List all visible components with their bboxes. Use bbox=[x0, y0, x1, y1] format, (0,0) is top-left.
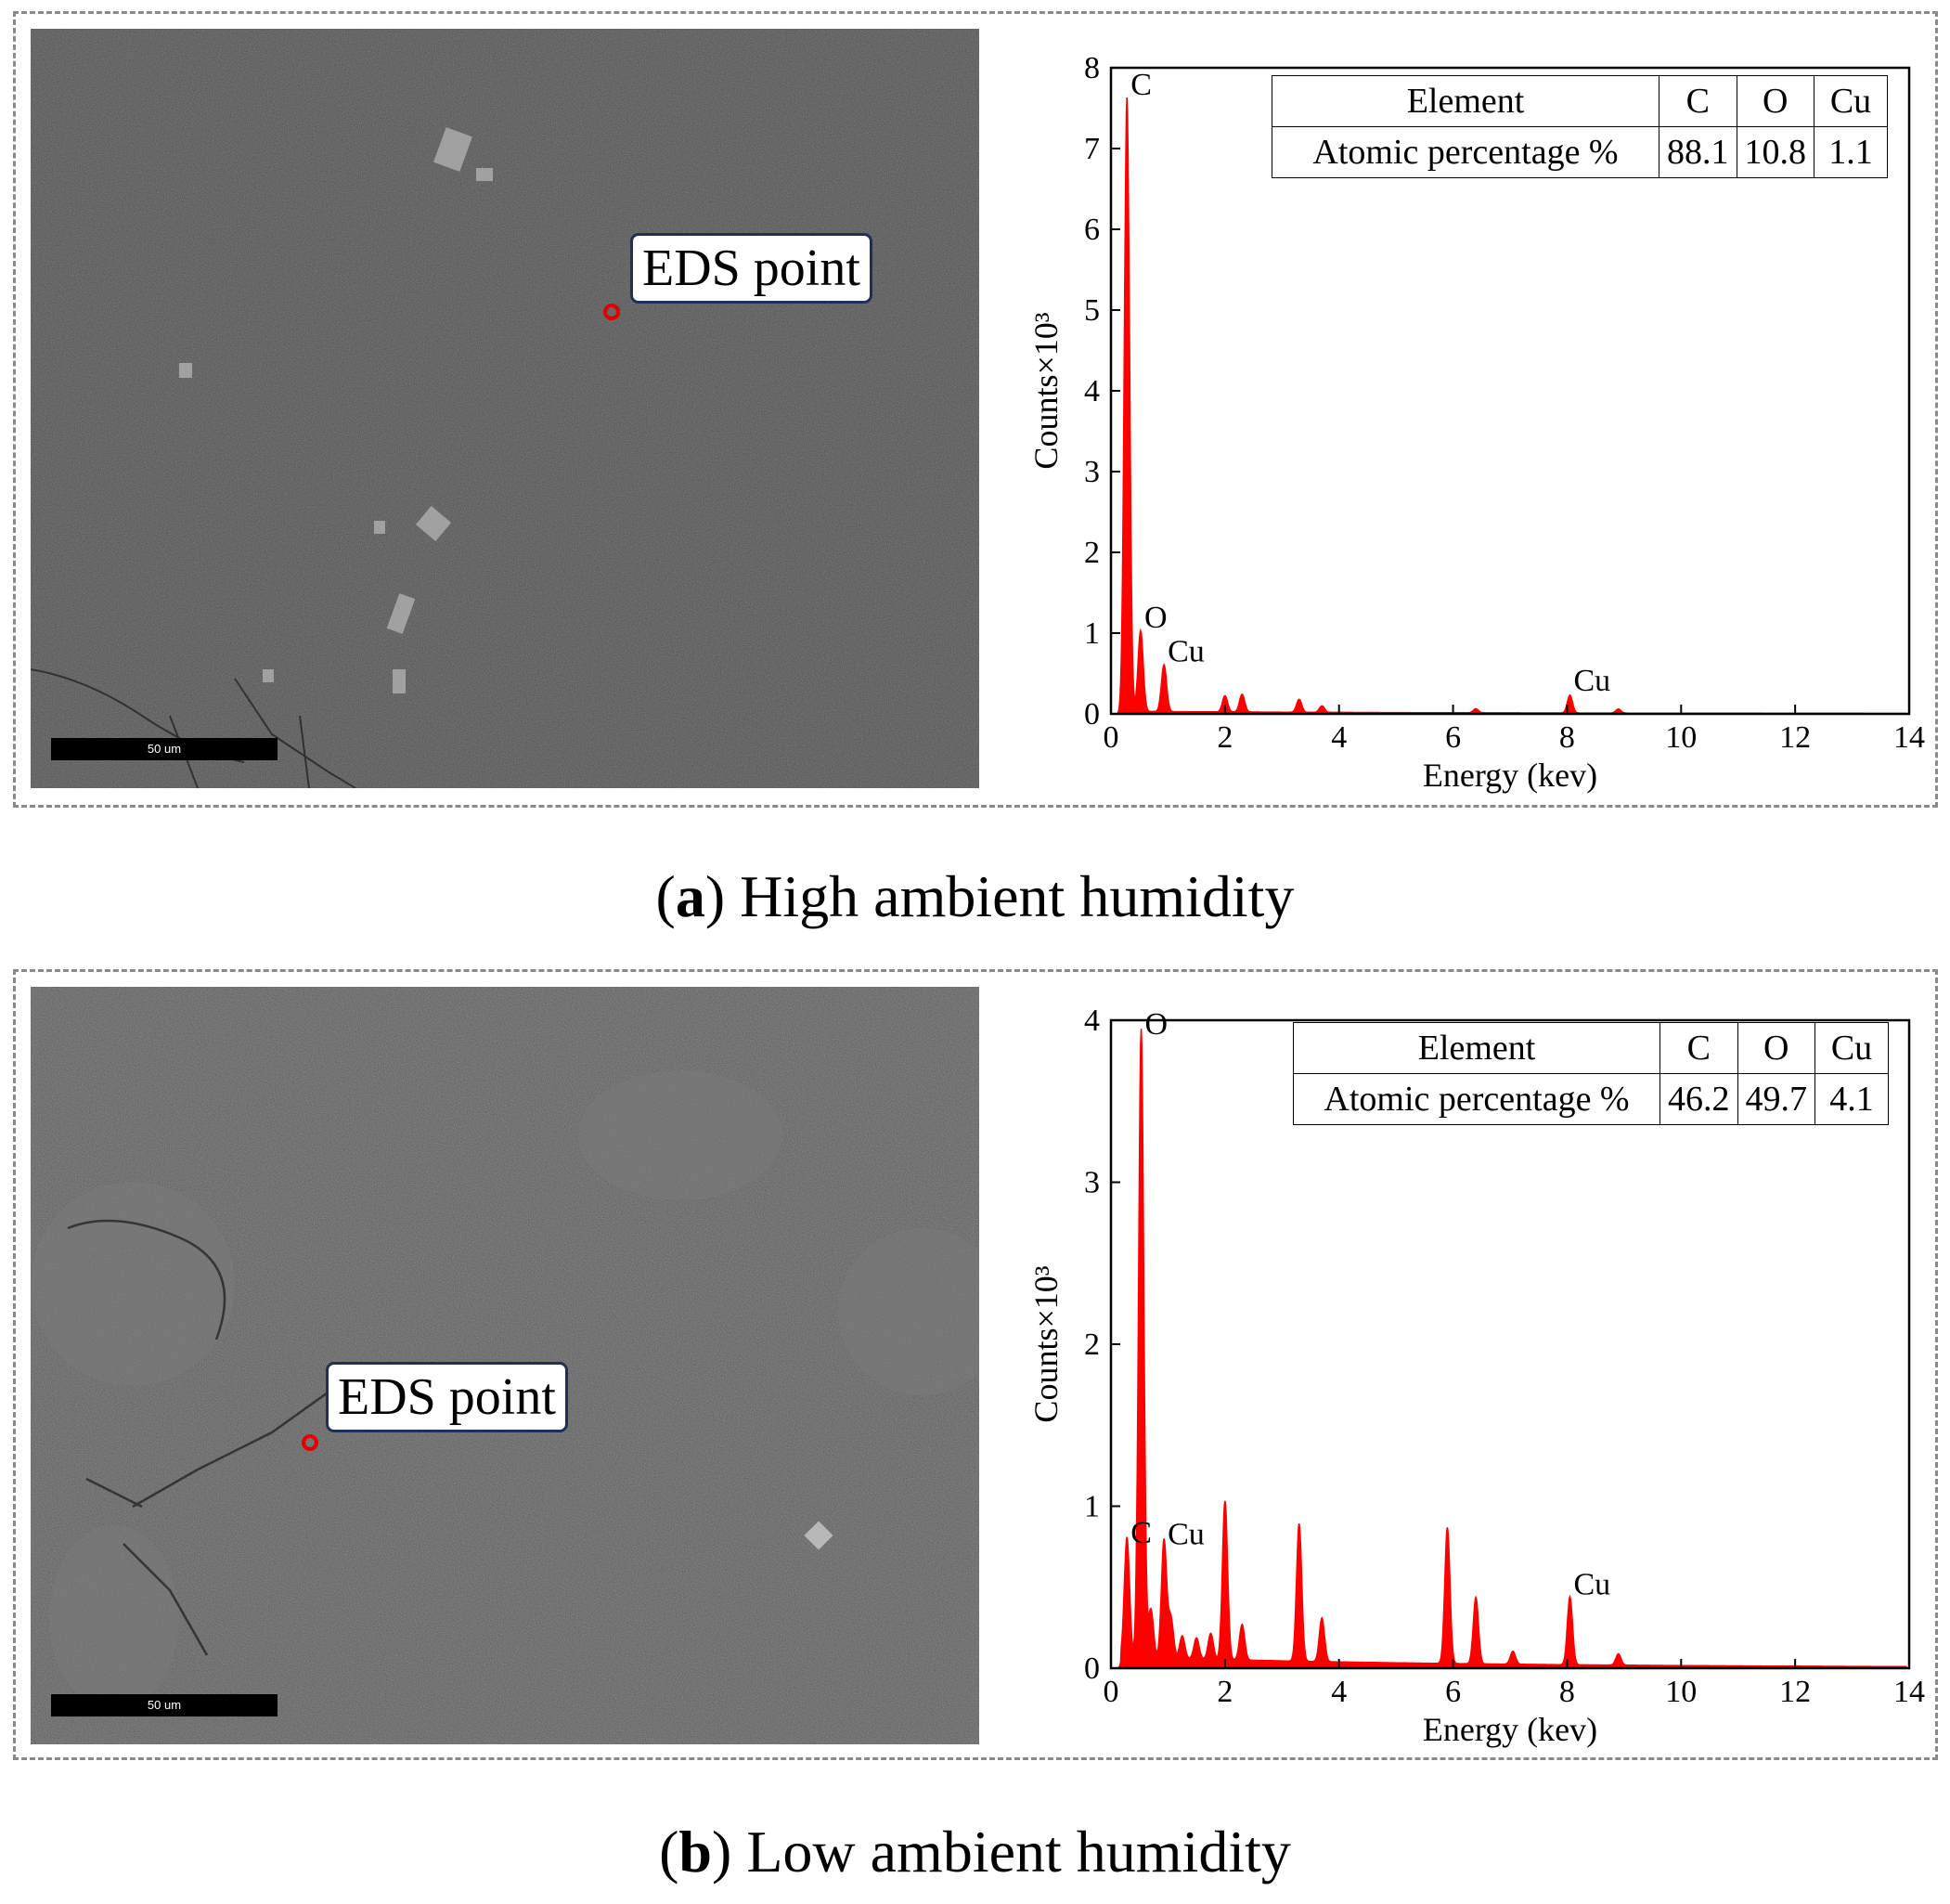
y-tick-label: 4 bbox=[1084, 374, 1100, 408]
caption-text: High ambient humidity bbox=[725, 863, 1295, 929]
x-tick-label: 0 bbox=[1104, 1675, 1119, 1709]
table-header-cell: Cu bbox=[1814, 75, 1888, 127]
panel-a: 50 um EDS point 0 2 4 6 8 10 12 14 0 1 2 3 4 5 6 7 8 Ener… bbox=[13, 11, 1938, 808]
table-cell: 46.2 bbox=[1659, 1073, 1738, 1125]
table-header-row: Element C O Cu bbox=[1293, 1022, 1889, 1074]
table-cell: 10.8 bbox=[1736, 126, 1814, 178]
table-row: Atomic percentage % 88.1 10.8 1.1 bbox=[1272, 126, 1888, 178]
peak-label: Cu bbox=[1168, 1518, 1205, 1552]
sem-texture-b bbox=[31, 987, 979, 1744]
table-row: Atomic percentage % 46.2 49.7 4.1 bbox=[1293, 1073, 1889, 1125]
x-tick-label: 6 bbox=[1445, 720, 1461, 755]
x-tick-label: 12 bbox=[1779, 1675, 1811, 1709]
x-tick-label: 14 bbox=[1893, 720, 1925, 755]
peak-label: O bbox=[1144, 601, 1168, 635]
peak-label: Cu bbox=[1168, 635, 1205, 669]
caption-text: Low ambient humidity bbox=[731, 1819, 1291, 1885]
y-tick-label: 2 bbox=[1084, 536, 1100, 570]
caption-letter: a bbox=[675, 863, 705, 929]
sem-image-a: 50 um EDS point bbox=[31, 29, 979, 788]
sem-texture-a bbox=[31, 29, 979, 788]
sem-image-b: 50 um EDS point bbox=[31, 987, 979, 1744]
y-axis-label: Counts×10³ bbox=[1027, 1265, 1065, 1422]
x-tick-label: 14 bbox=[1893, 1675, 1925, 1709]
caption-b: (b) Low ambient humidity bbox=[659, 1819, 1291, 1885]
y-tick-label: 0 bbox=[1084, 1651, 1100, 1686]
x-tick-label: 2 bbox=[1217, 720, 1233, 755]
eds-point-marker bbox=[302, 1434, 318, 1451]
table-header-cell: O bbox=[1737, 1022, 1815, 1074]
table-header-cell: Cu bbox=[1814, 1022, 1889, 1074]
x-tick-label: 12 bbox=[1779, 720, 1811, 755]
y-tick-label: 1 bbox=[1084, 1490, 1100, 1524]
x-tick-label: 2 bbox=[1217, 1675, 1233, 1709]
y-axis-label: Counts×10³ bbox=[1027, 312, 1065, 469]
panel-b: 50 um EDS point 0 2 4 6 8 10 12 14 0 1 2 3 4 Energy (… bbox=[13, 969, 1938, 1760]
x-tick-label: 10 bbox=[1665, 1675, 1697, 1709]
spectrum-area bbox=[1117, 1029, 1907, 1669]
y-tick-label: 3 bbox=[1084, 455, 1100, 489]
eds-point-label: EDS point bbox=[326, 1362, 568, 1432]
x-tick-label: 4 bbox=[1331, 1675, 1347, 1709]
x-tick-label: 10 bbox=[1665, 720, 1697, 755]
atomic-percentage-table-a: Element C O Cu Atomic percentage % 88.1 … bbox=[1272, 75, 1888, 178]
caption-letter: b bbox=[678, 1819, 712, 1885]
table-cell: 88.1 bbox=[1659, 126, 1737, 178]
eds-point-label: EDS point bbox=[630, 233, 872, 304]
y-tick-label: 0 bbox=[1084, 697, 1100, 732]
table-header-cell: C bbox=[1659, 1022, 1738, 1074]
caption-a: (a) High ambient humidity bbox=[655, 863, 1295, 929]
peak-label: O bbox=[1145, 1007, 1169, 1042]
x-axis-label: Energy (kev) bbox=[1423, 1711, 1597, 1748]
y-tick-label: 3 bbox=[1084, 1166, 1100, 1200]
table-cell: Atomic percentage % bbox=[1272, 126, 1659, 178]
x-tick-label: 4 bbox=[1331, 720, 1347, 755]
peak-label: Cu bbox=[1574, 664, 1611, 698]
scale-bar: 50 um bbox=[51, 1694, 278, 1716]
x-tick-label: 0 bbox=[1104, 720, 1119, 755]
y-tick-label: 6 bbox=[1084, 213, 1100, 247]
table-cell: 4.1 bbox=[1814, 1073, 1889, 1125]
table-header-cell: Element bbox=[1293, 1022, 1660, 1074]
table-cell: Atomic percentage % bbox=[1293, 1073, 1660, 1125]
y-tick-label: 8 bbox=[1084, 51, 1100, 85]
y-tick-label: 2 bbox=[1084, 1328, 1100, 1362]
table-header-cell: Element bbox=[1272, 75, 1659, 127]
table-cell: 1.1 bbox=[1814, 126, 1888, 178]
spectrum-area bbox=[1117, 97, 1907, 715]
x-tick-label: 6 bbox=[1445, 1675, 1461, 1709]
table-header-cell: O bbox=[1736, 75, 1814, 127]
x-tick-label: 8 bbox=[1559, 720, 1575, 755]
x-axis-label: Energy (kev) bbox=[1423, 757, 1597, 794]
scale-bar: 50 um bbox=[51, 738, 278, 760]
table-header-row: Element C O Cu bbox=[1272, 75, 1888, 127]
table-header-cell: C bbox=[1659, 75, 1737, 127]
y-tick-label: 5 bbox=[1084, 293, 1100, 328]
peak-label: C bbox=[1130, 68, 1152, 102]
atomic-percentage-table-b: Element C O Cu Atomic percentage % 46.2 … bbox=[1293, 1022, 1889, 1125]
x-tick-label: 8 bbox=[1559, 1675, 1575, 1709]
table-cell: 49.7 bbox=[1737, 1073, 1815, 1125]
peak-label: C bbox=[1130, 1516, 1152, 1550]
eds-point-marker bbox=[603, 304, 620, 320]
y-tick-label: 1 bbox=[1084, 616, 1100, 651]
y-tick-label: 4 bbox=[1084, 1004, 1100, 1038]
peak-label: Cu bbox=[1574, 1568, 1611, 1602]
y-tick-label: 7 bbox=[1084, 132, 1100, 166]
